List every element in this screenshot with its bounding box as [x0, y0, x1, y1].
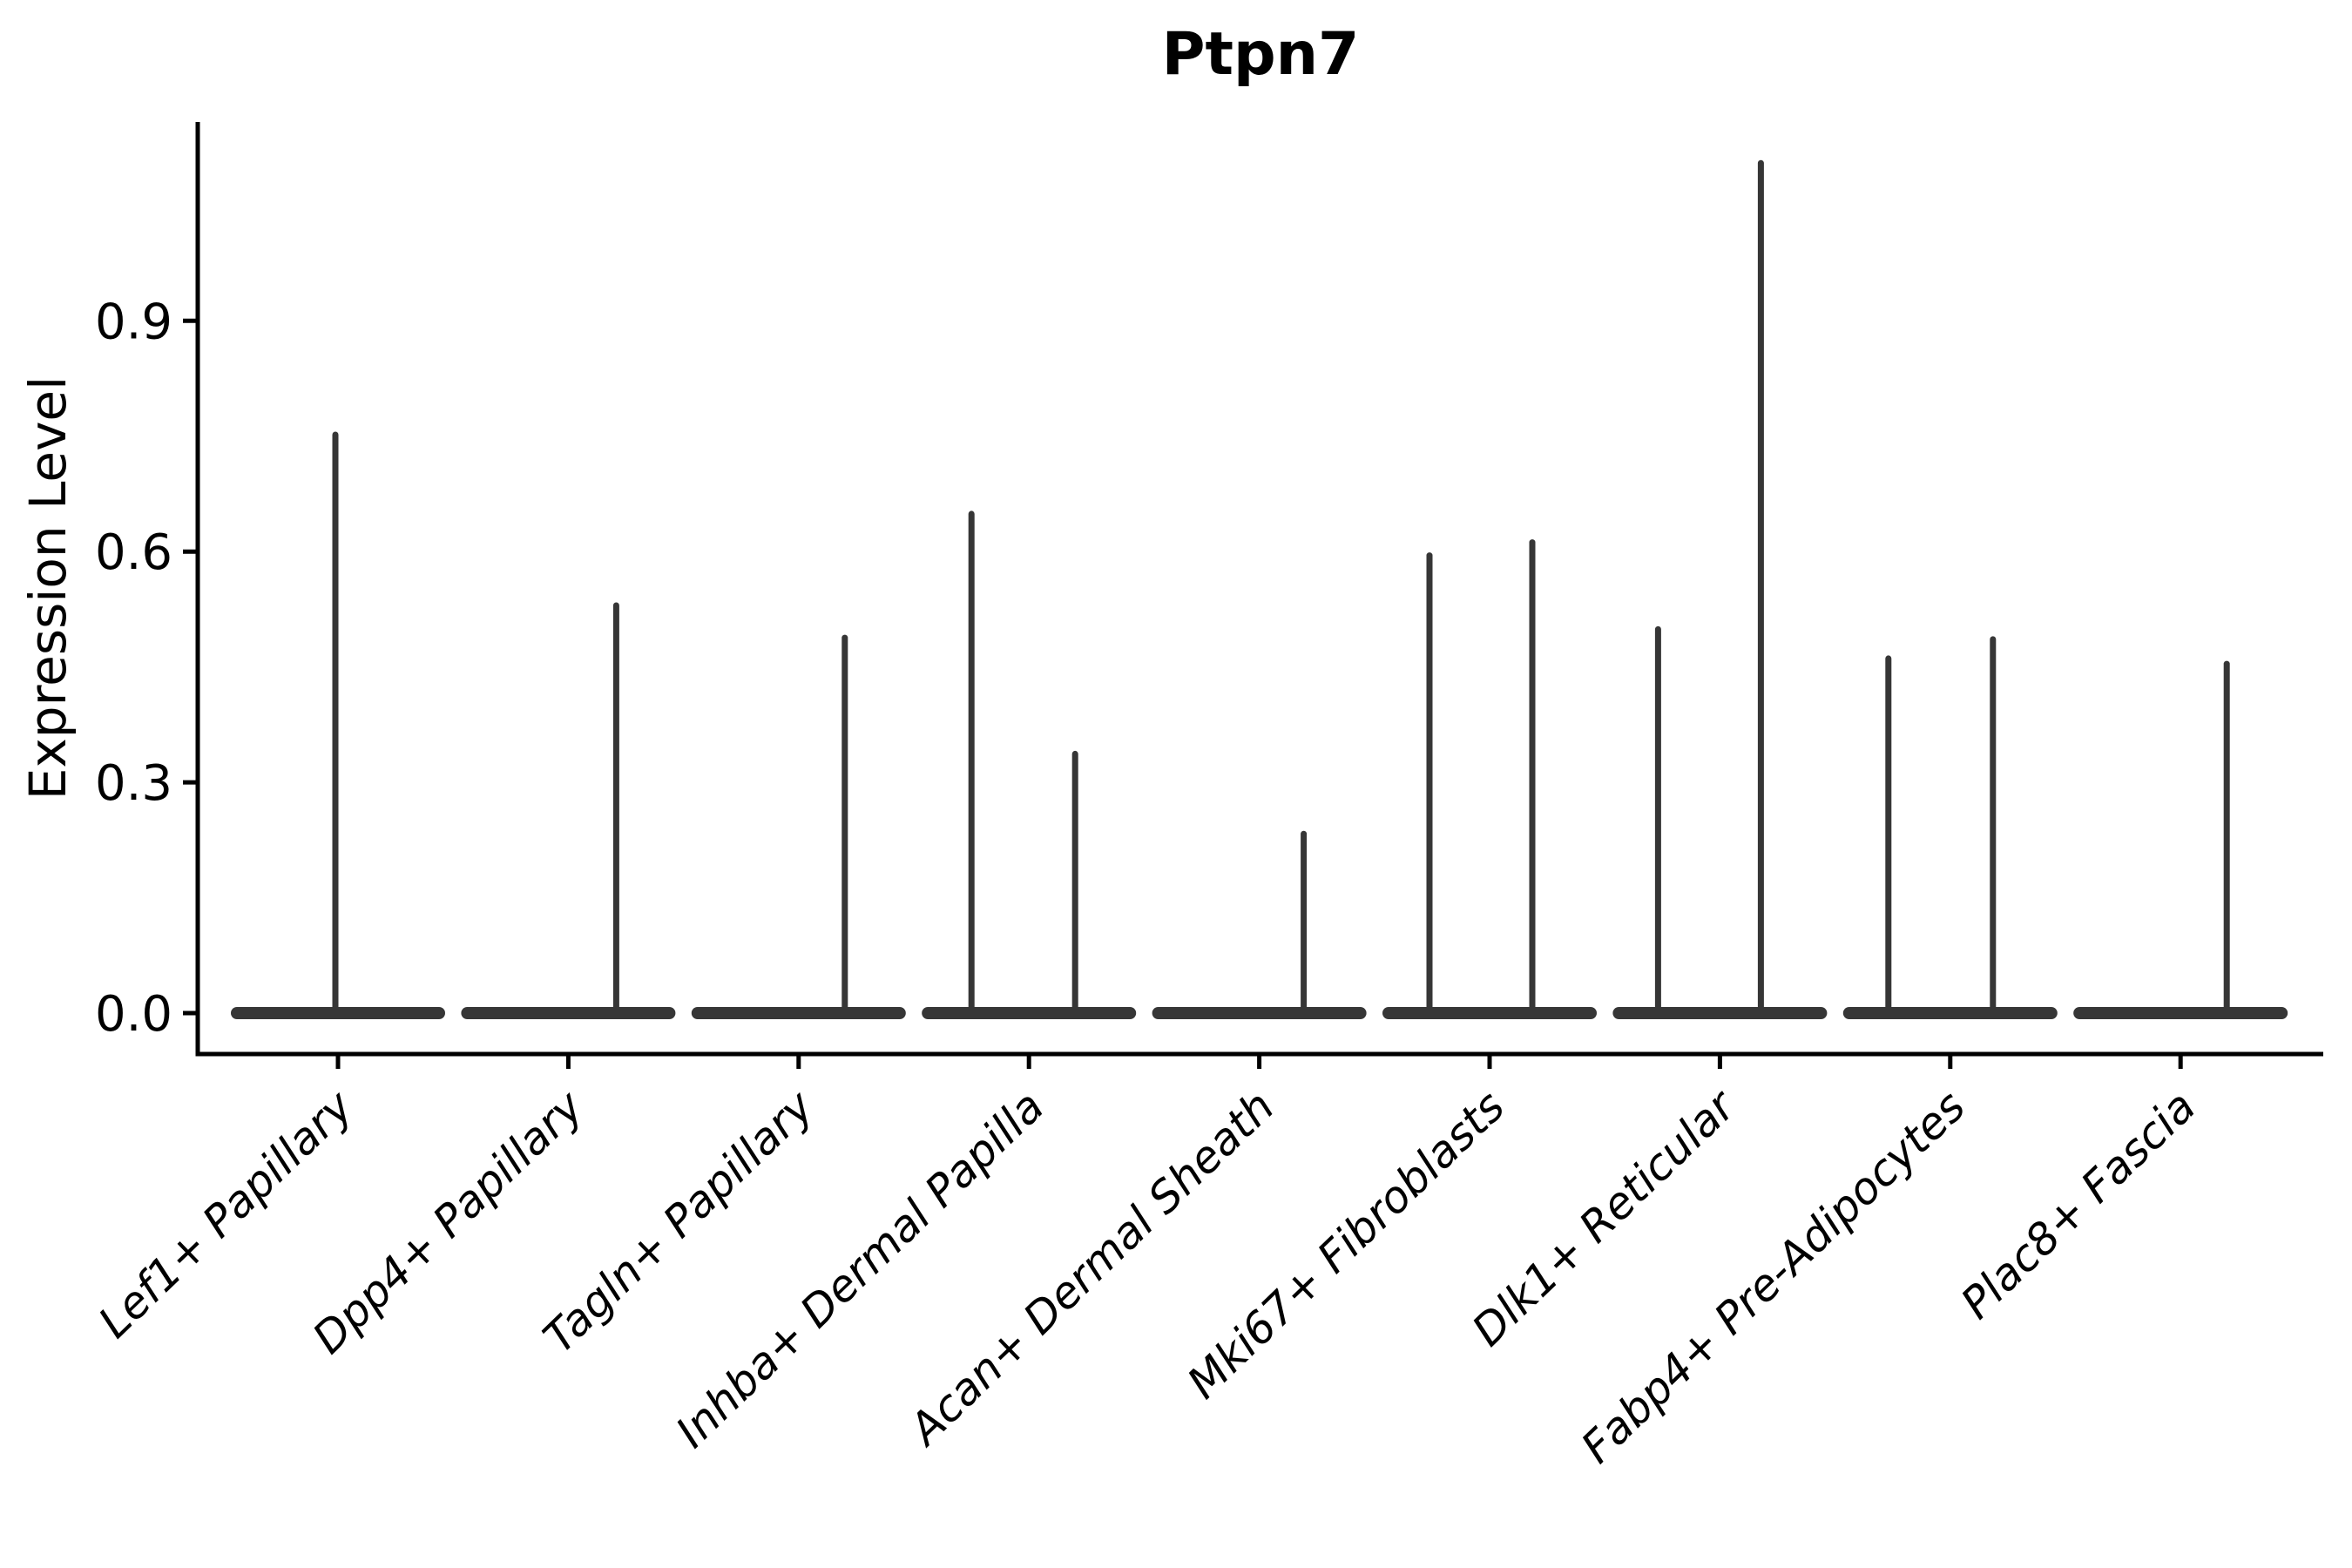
y-tick-label-3: 0.9 — [95, 294, 172, 350]
violin-base-bar — [1382, 1007, 1597, 1019]
violin-1 — [231, 431, 445, 1019]
y-tick-label-2: 0.6 — [95, 524, 172, 581]
violin-9 — [2073, 660, 2288, 1019]
violin-5 — [1152, 830, 1367, 1019]
y-tick-label-1: 0.3 — [95, 755, 172, 812]
x-tick-label-7: Fabp4+ Pre-Adipocytes — [1571, 1081, 1975, 1473]
violin-8 — [1842, 636, 2058, 1019]
violin-3 — [691, 634, 906, 1019]
y-tick-label-0: 0.0 — [95, 986, 172, 1043]
violin-7 — [1612, 159, 1828, 1019]
x-tick-label-8: Plac8+ Fascia — [1951, 1081, 2206, 1328]
violin-base-bar — [1612, 1007, 1828, 1019]
chart-title: Ptpn7 — [1161, 20, 1360, 89]
x-tick-label-3: Inhba+ Dermal Papilla — [666, 1081, 1054, 1457]
violin-base-bar — [461, 1007, 676, 1019]
violin-base-bar — [922, 1007, 1137, 1019]
violin-4 — [922, 510, 1137, 1019]
violin-base-bar — [2073, 1007, 2288, 1019]
violin-6 — [1382, 539, 1597, 1019]
violin-base-bar — [1842, 1007, 2058, 1019]
y-axis-label: Expression Level — [18, 375, 78, 801]
violin-base-bar — [1152, 1007, 1367, 1019]
violin-2 — [461, 602, 676, 1019]
violin-base-bar — [691, 1007, 906, 1019]
x-tick-label-4: Acan+ Dermal Sheath — [898, 1081, 1284, 1456]
